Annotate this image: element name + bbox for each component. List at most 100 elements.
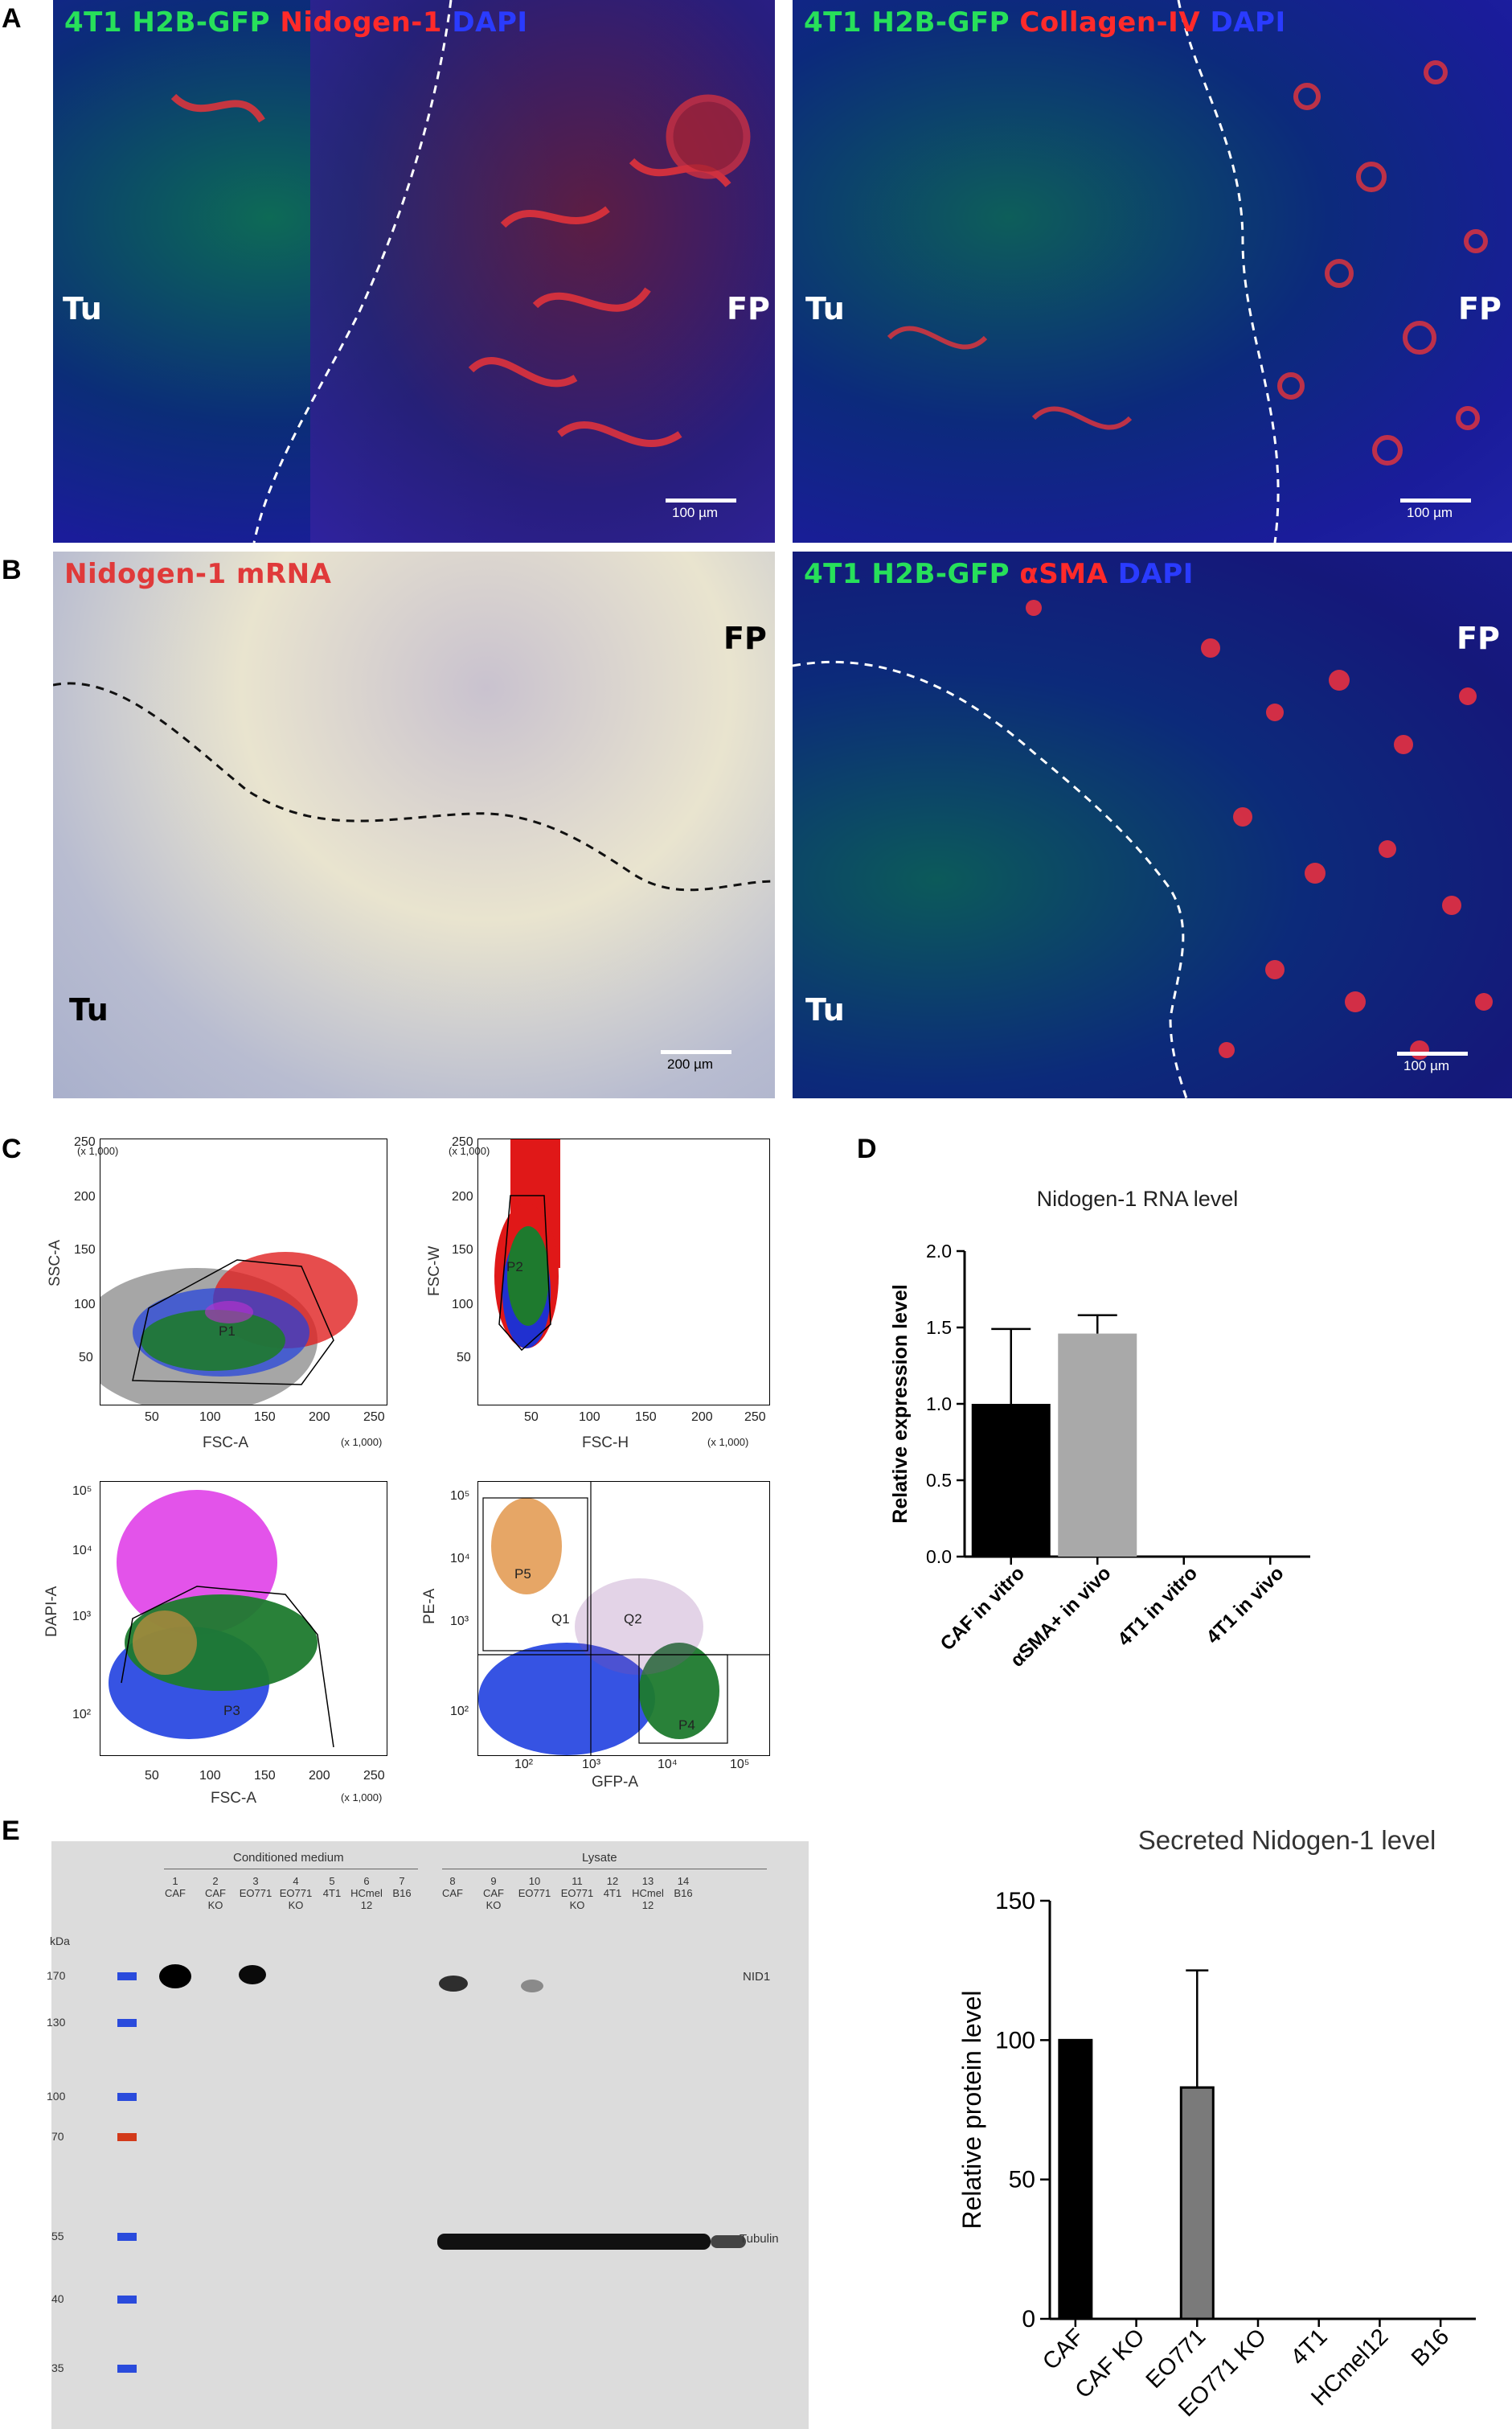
tick-label: 100 — [579, 1410, 600, 1424]
stain-gfp: 4T1 H2B-GFP — [804, 558, 1010, 590]
western-blot: Conditioned medium Lysate kDa 1 CAF 2 CAF K… — [47, 1841, 809, 2429]
tick-label: 10³ — [72, 1610, 92, 1623]
panel-label-a: A — [2, 3, 22, 34]
blot-lane-number: 10 — [528, 1875, 541, 1887]
flow-plot-dapi-fsc — [100, 1481, 387, 1756]
blot-lane-number: 13 — [641, 1875, 654, 1887]
plot4-x-axis-label: GFP-A — [592, 1774, 639, 1791]
tick-label: 10⁴ — [72, 1544, 92, 1557]
blot-lane-label: 4 EO771 KO — [278, 1875, 313, 1911]
flow-plot-pe-gfp — [477, 1481, 770, 1756]
chart-secreted-nidogen: Secreted Nidogen-1 level 0 50 100 150 Relativ… — [957, 1825, 1476, 2422]
plot1-y-axis-label: SSC-A — [47, 1239, 64, 1286]
gate-q2-label: Q2 — [624, 1611, 642, 1627]
plot2-x-multiplier: (x 1,000) — [707, 1436, 749, 1448]
blot-lane-name: CAF — [442, 1887, 463, 1899]
blot-marker-label: 100 — [47, 2090, 66, 2103]
x-tick-label: CAF in vitro — [936, 1562, 1029, 1655]
gate-q1-label: Q1 — [551, 1611, 570, 1627]
scale-bar — [1400, 499, 1471, 503]
blot-lane-name: EO771 KO — [279, 1887, 313, 1911]
tick-label: 10⁴ — [450, 1552, 470, 1565]
x-tick-label: B16 — [1407, 2324, 1454, 2371]
blot-lane-label: 12 4T1 — [595, 1875, 630, 1899]
tick-label: 250 — [452, 1135, 473, 1149]
tick-label: 200 — [74, 1190, 96, 1204]
blot-lane-label: 3 EO771 — [238, 1875, 273, 1899]
flow-scatter-cloud — [76, 1252, 358, 1413]
label-tumor: Tu — [69, 992, 109, 1028]
blot-lane-number: 3 — [252, 1875, 259, 1887]
label-fat-pad: FP — [723, 621, 767, 656]
plot2-y-axis-label: FSC-W — [426, 1245, 443, 1296]
blot-lane-number: 6 — [363, 1875, 370, 1887]
bar — [1179, 2086, 1215, 2320]
blot-marker-label: 55 — [51, 2230, 64, 2242]
chart-nidogen-rna: Nidogen-1 RNA level 0.0 0.5 1.0 1.5 2.0 Relati… — [889, 1187, 1310, 1672]
chart-title: Nidogen-1 RNA level — [1037, 1187, 1239, 1211]
flow-scatter-cloud — [478, 1482, 769, 1755]
scale-bar — [661, 1050, 731, 1054]
tick-label: 50 — [79, 1351, 93, 1364]
blot-marker-band — [117, 2296, 137, 2304]
gate-label: P1 — [219, 1323, 236, 1339]
y-axis-label: Relative expression level — [889, 1284, 912, 1523]
blot-lane-number: 9 — [490, 1875, 497, 1887]
y-tick-label: 0.0 — [926, 1546, 952, 1567]
plot3-y-axis-label: DAPI-A — [43, 1586, 60, 1637]
scale-bar-label: 100 µm — [672, 505, 719, 520]
tick-label: 100 — [452, 1298, 473, 1311]
tick-label: 200 — [691, 1410, 713, 1424]
gate-label: P2 — [506, 1259, 523, 1274]
tick-label: 10³ — [450, 1615, 469, 1628]
panel-a-right-title: 4T1 H2B-GFP Collagen-IV DAPI — [804, 6, 1286, 39]
plot3-x-multiplier: (x 1,000) — [341, 1791, 383, 1803]
blot-lane-label: 1 CAF — [158, 1875, 193, 1899]
blot-lane-label: 8 CAF — [435, 1875, 470, 1899]
tick-label: 50 — [145, 1410, 159, 1424]
tick-label: 10² — [72, 1708, 92, 1721]
blot-lane-name: 4T1 — [322, 1887, 342, 1899]
panel-label-c: C — [2, 1134, 22, 1164]
plot1-x-multiplier: (x 1,000) — [341, 1436, 383, 1448]
tick-label: 200 — [309, 1410, 330, 1424]
blot-marker-band — [117, 2093, 137, 2101]
flow-plot-ssc-fsc — [76, 1139, 387, 1413]
stain-dapi: DAPI — [452, 6, 528, 39]
blot-marker-band — [117, 2233, 137, 2241]
tick-label: 10⁴ — [658, 1758, 678, 1771]
panel-b-right-image: 4T1 H2B-GFP αSMA DAPI Tu FP 100 µm — [793, 552, 1512, 1098]
bar — [1058, 2038, 1093, 2320]
tick-label: 200 — [452, 1190, 473, 1204]
stain-nidogen-mrna: Nidogen-1 mRNA — [64, 558, 332, 590]
blot-lane-name: CAF KO — [205, 1887, 226, 1911]
y-tick-label: 100 — [995, 2027, 1035, 2054]
blot-lane-number: 11 — [572, 1875, 583, 1887]
plot1-x-axis-label: FSC-A — [203, 1434, 248, 1451]
tick-label: 10² — [450, 1705, 469, 1718]
gate-p4-label: P4 — [678, 1717, 695, 1733]
chart-title: Secreted Nidogen-1 level — [1138, 1825, 1436, 1855]
tick-label: 250 — [744, 1410, 766, 1424]
panel-b-left-image: Nidogen-1 mRNA Tu FP 200 µm — [53, 552, 775, 1098]
scale-bar — [666, 499, 736, 503]
y-tick-label: 0.5 — [926, 1470, 952, 1491]
tick-label: 150 — [452, 1243, 473, 1257]
blot-kda-label: kDa — [50, 1935, 70, 1947]
blot-marker-band — [117, 2365, 137, 2373]
tick-label: 100 — [74, 1298, 96, 1311]
panel-a-right-boundary — [887, 0, 1488, 543]
panel-label-d: D — [857, 1134, 877, 1164]
panel-label-e: E — [2, 1816, 20, 1846]
blot-lane-name: HCmel 12 — [632, 1887, 664, 1911]
stain-gfp: 4T1 H2B-GFP — [804, 6, 1010, 39]
gate-label: P3 — [223, 1703, 240, 1718]
plot1-y-multiplier: (x 1,000) — [77, 1145, 119, 1157]
plot2-x-axis-label: FSC-H — [582, 1434, 629, 1451]
blot-marker-band — [117, 2133, 137, 2141]
stain-dapi: DAPI — [1117, 558, 1194, 590]
tick-label: 50 — [524, 1410, 539, 1424]
blot-lane-label: 7 B16 — [384, 1875, 420, 1899]
x-tick-label: CAF — [1038, 2324, 1089, 2375]
plot4-y-axis-label: PE-A — [421, 1588, 438, 1624]
